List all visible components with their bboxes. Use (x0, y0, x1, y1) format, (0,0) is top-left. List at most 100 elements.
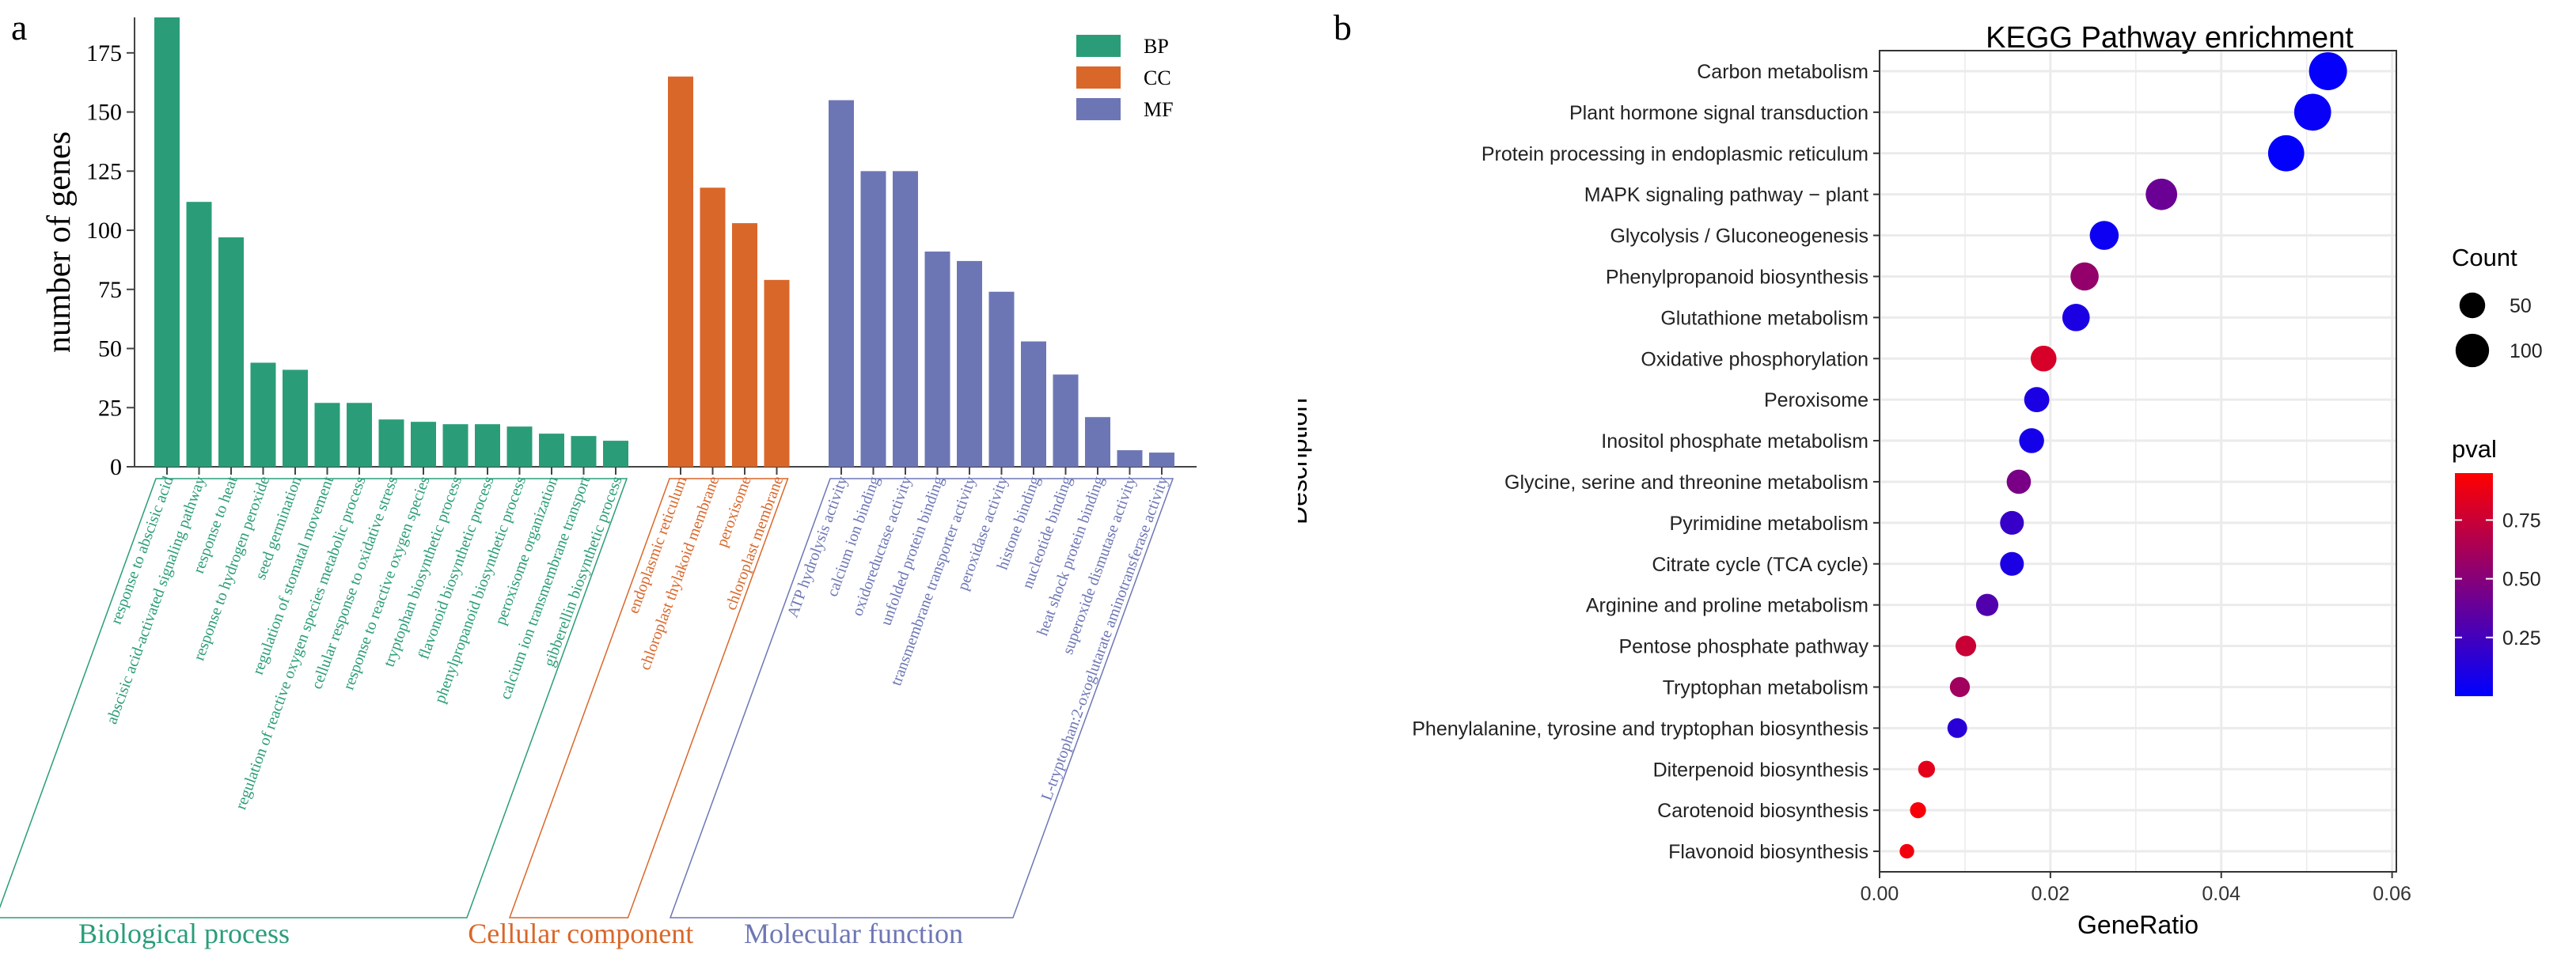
bar-bp (442, 424, 469, 467)
x-tick-label: 0.04 (2202, 883, 2240, 905)
bar-bp (571, 436, 597, 467)
bar-bp (378, 419, 404, 467)
legend-label-cc: CC (1144, 66, 1171, 89)
y-tick-label: Phenylalanine, tyrosine and tryptophan b… (1412, 718, 1868, 740)
data-point (2293, 93, 2331, 131)
data-point (1910, 802, 1926, 819)
color-legend-label: 0.50 (2502, 569, 2541, 591)
chart-title: KEGG Pathway enrichment (1986, 21, 2354, 55)
y-tick-label: Glycine, serine and threonine metabolism (1504, 472, 1868, 494)
y-tick-label: Carbon metabolism (1697, 61, 1868, 83)
y-tick-label: Arginine and proline metabolism (1586, 595, 1868, 617)
x-tick-label: 0.02 (2032, 883, 2070, 905)
data-point (2145, 178, 2178, 210)
y-tick-label: Protein processing in endoplasmic reticu… (1481, 143, 1868, 165)
data-point (2024, 387, 2050, 413)
category-bracket (669, 478, 1174, 918)
bar-bp (347, 403, 372, 467)
bar-cc (668, 76, 693, 467)
category-title: Cellular component (468, 918, 693, 949)
y-tick-label: Tryptophan metabolism (1663, 676, 1868, 699)
x-axis-title: GeneRatio (2077, 911, 2199, 939)
legend-swatch-cc (1076, 66, 1121, 89)
y-tick-label: 50 (98, 336, 122, 362)
y-tick-label: Glycolysis / Gluconeogenesis (1610, 225, 1868, 248)
bar-bp (250, 362, 276, 467)
legend-label-bp: BP (1144, 35, 1169, 58)
y-tick-label: 25 (98, 395, 122, 421)
bar-mf (1149, 453, 1174, 467)
bar-mf (860, 171, 886, 467)
size-legend-label: 50 (2510, 295, 2532, 317)
bar-bp (603, 441, 628, 467)
bar-mf (829, 100, 854, 467)
y-tick-label: Flavonoid biosynthesis (1668, 841, 1868, 863)
bar-mf (957, 260, 982, 467)
y-tick-label: Citrate cycle (TCA cycle) (1652, 554, 1868, 576)
bar-cc (764, 279, 790, 467)
x-tick-label: 0.06 (2373, 883, 2411, 905)
y-tick-label: Pentose phosphate pathway (1618, 636, 1868, 658)
y-tick-label: 175 (86, 40, 122, 66)
x-tick-label: 0.00 (1861, 883, 1899, 905)
category-title: Biological process (78, 918, 290, 949)
data-point (1949, 676, 1971, 698)
color-legend-title: pval (2452, 435, 2497, 463)
panel-label-b: b (1334, 7, 1352, 47)
data-point (2000, 551, 2024, 576)
y-tick-label: Oxidative phosphorylation (1641, 348, 1868, 370)
y-tick-label: Phenylpropanoid biosynthesis (1606, 266, 1868, 288)
data-point (2000, 510, 2024, 535)
size-legend-title: Count (2452, 244, 2517, 271)
y-tick-label: Glutathione metabolism (1660, 307, 1868, 329)
plot-frame (1879, 50, 2397, 873)
y-tick-label: Pyrimidine metabolism (1670, 513, 1868, 535)
data-point (2062, 304, 2090, 331)
y-tick-label: 100 (86, 218, 122, 244)
size-legend-dot (2459, 292, 2486, 319)
bar-bp (475, 424, 500, 467)
panel-label-a: a (11, 7, 28, 47)
bar-mf (988, 291, 1015, 467)
legend-swatch-mf (1076, 98, 1121, 120)
data-point (2030, 345, 2057, 372)
data-point (1975, 593, 1999, 616)
bar-mf (1021, 341, 1046, 467)
y-tick-label: 125 (86, 158, 122, 184)
bar-cc (732, 223, 757, 467)
bar-bp (314, 403, 340, 467)
data-point (2019, 428, 2044, 453)
bar-bp (154, 17, 180, 467)
legend-label-mf: MF (1144, 98, 1174, 121)
y-axis-title: number of genes (41, 131, 78, 353)
data-point (2006, 469, 2032, 494)
data-point (2309, 51, 2347, 90)
y-tick-label: MAPK signaling pathway − plant (1584, 184, 1868, 206)
y-tick-label: Diterpenoid biosynthesis (1653, 759, 1868, 781)
y-axis-title: Description (1298, 398, 1312, 525)
data-point (2089, 221, 2119, 250)
bar-mf (1117, 450, 1143, 467)
category-bracket (0, 478, 628, 918)
bar-bp (411, 422, 436, 467)
y-tick-label: Peroxisome (1764, 389, 1868, 411)
data-point (2070, 262, 2099, 291)
size-legend-dot (2455, 333, 2490, 368)
y-tick-label: Inositol phosphate metabolism (1601, 430, 1868, 453)
y-tick-label: Plant hormone signal transduction (1569, 102, 1868, 124)
y-tick-label: 0 (110, 454, 122, 480)
data-point (1947, 718, 1967, 738)
bar-bp (506, 426, 533, 467)
y-tick-label: 75 (98, 277, 122, 303)
bar-bp (218, 237, 244, 467)
category-title: Molecular function (744, 918, 963, 949)
bar-mf (1085, 417, 1110, 467)
bar-mf (924, 251, 950, 467)
kegg-dot-chart: KEGG Pathway enrichment Carbon metabolism… (1298, 21, 2543, 939)
legend-swatch-bp (1076, 35, 1121, 57)
bar-mf (1053, 374, 1079, 467)
bar-bp (283, 369, 308, 467)
y-tick-label: Carotenoid biosynthesis (1657, 800, 1868, 822)
